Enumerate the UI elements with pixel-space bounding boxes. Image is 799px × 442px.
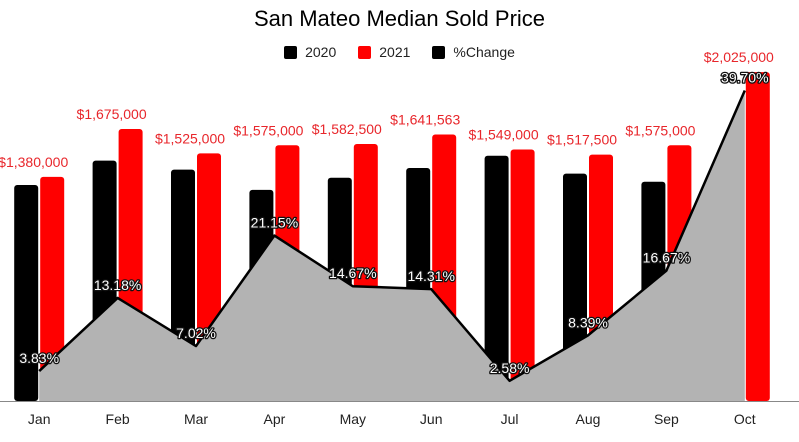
value-label-2021-mar: $1,525,000 <box>155 130 225 146</box>
value-label-2021-oct: $2,025,000 <box>704 49 774 65</box>
value-label-2021-aug: $1,517,500 <box>547 132 617 148</box>
pct-label-mar: 7.02% <box>176 325 216 341</box>
pct-label-jul: 2.58% <box>490 360 530 376</box>
legend-label-2021: 2021 <box>379 44 411 60</box>
pct-change-line <box>38 89 746 383</box>
pct-label-feb: 13.18% <box>94 277 141 293</box>
legend-item-2021: 2021 <box>358 44 410 60</box>
legend: 2020 2021 %Change <box>0 44 799 60</box>
legend-label-2020: 2020 <box>305 44 337 60</box>
legend-swatch-2021 <box>358 45 372 59</box>
pct-label-sep: 16.67% <box>643 250 690 266</box>
pct-label-apr: 21.15% <box>251 215 298 231</box>
pct-label-oct: 39.70% <box>721 69 768 85</box>
bar-2020-jul <box>484 155 509 401</box>
pct-change-area <box>39 90 745 402</box>
legend-item-2020: 2020 <box>284 44 336 60</box>
bar-2021-jan <box>40 176 65 401</box>
value-label-2021-jun: $1,641,563 <box>390 111 460 127</box>
legend-swatch-pct-change <box>432 45 446 59</box>
bar-2021-jul <box>510 149 535 401</box>
x-tick-jun: Jun <box>420 411 443 427</box>
value-label-2021-feb: $1,675,000 <box>77 106 147 122</box>
x-tick-aug: Aug <box>576 411 601 427</box>
x-tick-may: May <box>340 411 366 427</box>
value-label-2021-jan: $1,380,000 <box>0 154 68 170</box>
x-tick-sep: Sep <box>654 411 679 427</box>
pct-label-aug: 8.39% <box>568 314 608 330</box>
chart-title: San Mateo Median Sold Price <box>253 6 546 31</box>
pct-label-may: 14.67% <box>329 265 376 281</box>
x-tick-jul: Jul <box>501 411 519 427</box>
value-label-2021-apr: $1,575,000 <box>233 122 303 138</box>
x-tick-feb: Feb <box>106 411 130 427</box>
pct-label-jan: 3.83% <box>19 350 59 366</box>
bar-2020-jan <box>14 185 39 401</box>
x-tick-mar: Mar <box>184 411 208 427</box>
legend-label-pct-change: %Change <box>453 44 515 60</box>
legend-swatch-2020 <box>284 45 298 59</box>
legend-item-pct-change: %Change <box>432 44 515 60</box>
x-tick-oct: Oct <box>734 411 756 427</box>
bar-2021-oct <box>745 72 770 401</box>
x-tick-jan: Jan <box>28 411 51 427</box>
pct-label-jun: 14.31% <box>407 268 454 284</box>
x-tick-apr: Apr <box>264 411 286 427</box>
value-label-2021-may: $1,582,500 <box>312 121 382 137</box>
value-label-2021-sep: $1,575,000 <box>625 122 695 138</box>
value-label-2021-jul: $1,549,000 <box>469 126 539 142</box>
